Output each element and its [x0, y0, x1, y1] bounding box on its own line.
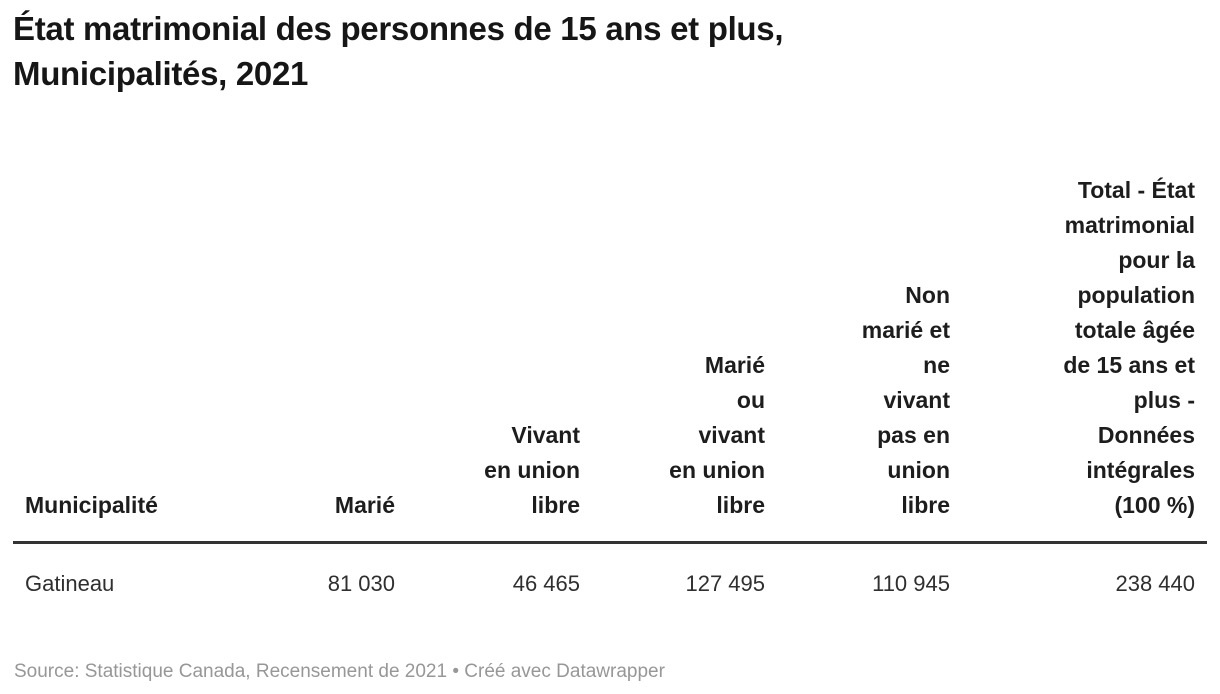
table-header-row: Municipalité Marié Vivant en union libre…: [13, 173, 1207, 544]
cell-total: 238 440: [1115, 571, 1195, 596]
table-header: Municipalité Marié Vivant en union libre…: [13, 173, 1207, 544]
cell-marie-ou-vivant-en-union-libre: 127 495: [685, 571, 765, 596]
column-header-vivant-en-union-libre: Vivant en union libre: [395, 173, 580, 544]
footer-separator: •: [452, 661, 459, 682]
column-header-municipalite: Municipalité: [13, 173, 210, 544]
footer-source: Source: Statistique Canada, Recensement …: [14, 661, 448, 682]
column-header-total-etat-matrimonial: Total - État matrimonial pour la populat…: [950, 173, 1207, 544]
cell-non-marie: 110 945: [872, 571, 950, 596]
datawrapper-table-page: État matrimonial des personnes de 15 ans…: [0, 6, 1220, 694]
footer: Source: Statistique Canada, Recensement …: [13, 659, 1207, 685]
column-header-non-marie-et-ne-vivant-pas-en-union-libre: Non marié et ne vivant pas en union libr…: [765, 173, 950, 544]
table-row: Gatineau 81 030 46 465 127 495 110 945 2…: [13, 543, 1207, 612]
cell-municipality: Gatineau: [25, 571, 115, 596]
page-title: État matrimonial des personnes de 15 ans…: [13, 10, 784, 92]
cell-vivant-en-union-libre: 46 465: [512, 571, 580, 596]
footer-credit: Créé avec Datawrapper: [464, 661, 665, 682]
column-header-marie: Marié: [210, 173, 395, 544]
cell-marie: 81 030: [327, 571, 395, 596]
column-header-marie-ou-vivant-en-union-libre: Marié ou vivant en union libre: [580, 173, 765, 544]
table-body: Gatineau 81 030 46 465 127 495 110 945 2…: [13, 543, 1207, 612]
data-table: Municipalité Marié Vivant en union libre…: [13, 173, 1207, 611]
